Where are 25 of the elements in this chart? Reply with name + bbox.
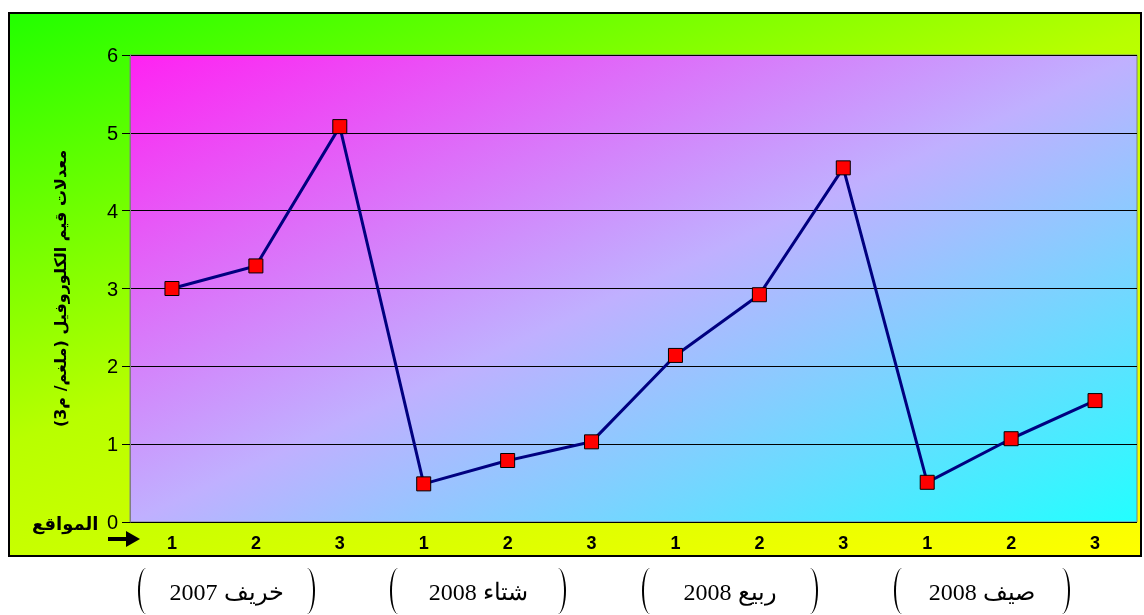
y-tick-label: 0 bbox=[106, 511, 118, 533]
y-tick-label: 5 bbox=[106, 121, 118, 144]
y-tick-label: 2 bbox=[106, 355, 118, 378]
x-tick-label: 3 bbox=[586, 533, 597, 553]
y-axis-title: معدلات قيم الكلوروفيل (ملغم/ م3) bbox=[50, 149, 70, 428]
x-tick-label: 2 bbox=[1006, 533, 1017, 553]
x-axis-title: المواقع bbox=[32, 512, 99, 535]
text: صيف 2008 bbox=[927, 578, 1036, 607]
x-tick-label: 1 bbox=[418, 533, 429, 553]
y-tick-label: 4 bbox=[106, 199, 118, 222]
text: شتاء 2008 bbox=[427, 578, 529, 607]
x-tick-label: 2 bbox=[502, 533, 513, 553]
y-tick-label: 3 bbox=[106, 277, 118, 300]
x-tick-label: 1 bbox=[922, 533, 933, 553]
x-tick-label: 1 bbox=[670, 533, 681, 553]
x-tick-label: 3 bbox=[334, 533, 345, 553]
x-tick-label: 3 bbox=[838, 533, 849, 553]
x-tick-label: 2 bbox=[754, 533, 765, 553]
y-tick-label: 6 bbox=[106, 44, 118, 66]
x-tick-label: 3 bbox=[1090, 533, 1101, 553]
y-tick-label: 1 bbox=[106, 433, 118, 456]
text: ربيع 2008 bbox=[682, 578, 778, 608]
x-tick-label: 2 bbox=[250, 533, 261, 553]
text: خريف 2007 bbox=[168, 578, 285, 608]
x-tick-label: 1 bbox=[166, 533, 177, 553]
